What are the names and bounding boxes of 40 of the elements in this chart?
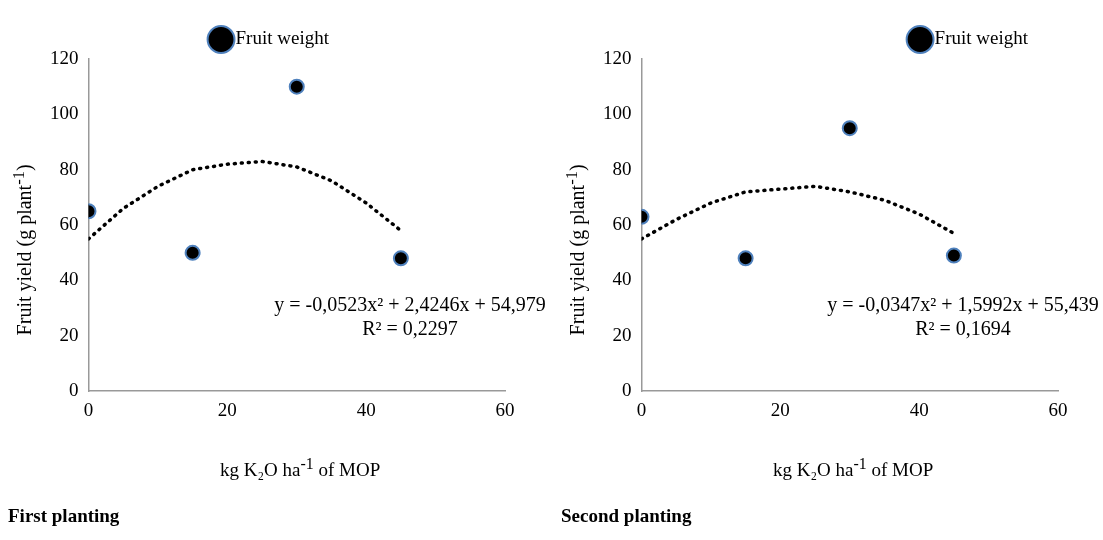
point [945, 247, 962, 264]
text: Second planting [561, 505, 692, 527]
y-tick-label: 60 [59, 213, 79, 235]
x-tick-label: 40 [909, 398, 929, 420]
x-axis-title: kg K₂O ha$^{-1}$ of MOP [220, 455, 381, 482]
y-tick-label: 0 [622, 379, 632, 401]
x-tick-label: 20 [770, 398, 790, 420]
legend-label: Fruit weight [934, 27, 1029, 49]
x-tick-label: 20 [217, 398, 237, 420]
x-tick-label: 60 [1048, 398, 1068, 420]
y-tick-label: 60 [612, 213, 632, 235]
line-series [88, 159, 403, 241]
y-tick-label: 40 [59, 268, 79, 290]
point [184, 244, 201, 261]
y-tick-label: 80 [612, 157, 632, 179]
y-tick-label: 120 [50, 46, 79, 68]
annotation: R² = 0,2297 [362, 317, 458, 340]
point [737, 250, 754, 267]
line-series [641, 184, 956, 241]
x-axis-title: kg K₂O ha$^{-1}$ of MOP [773, 455, 934, 482]
point [288, 78, 305, 95]
y-tick-label: 0 [69, 379, 79, 401]
y-tick-label: 20 [612, 323, 632, 345]
y-tick-label: 100 [50, 102, 79, 124]
annotation: R² = 0,1694 [915, 317, 1011, 340]
text: First planting [8, 505, 120, 527]
point [841, 120, 858, 137]
y-tick-label: 40 [612, 268, 632, 290]
legend-label: Fruit weight [235, 27, 330, 49]
y-tick-label: 80 [59, 157, 79, 179]
y-tick-label: 100 [603, 102, 632, 124]
x-tick-label: 40 [356, 398, 376, 420]
x-tick-label: 0 [83, 398, 94, 420]
y-tick-label: 20 [59, 323, 79, 345]
x-tick-label: 60 [495, 398, 515, 420]
point [392, 250, 409, 267]
annotation: y = -0,0523x² + 2,4246x + 54,979 [274, 293, 546, 317]
annotation: y = -0,0347x² + 1,5992x + 55,439 [827, 293, 1099, 317]
y-tick-label: 120 [603, 46, 632, 68]
x-tick-label: 0 [636, 398, 647, 420]
